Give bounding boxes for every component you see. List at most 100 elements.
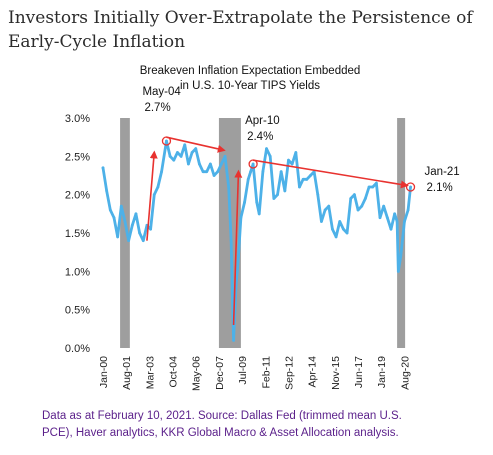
trend-arrow-4	[252, 159, 409, 189]
data-point	[279, 170, 283, 174]
x-tick-label: Mar-03	[144, 356, 156, 389]
data-point	[342, 227, 345, 231]
data-point	[327, 204, 331, 208]
y-tick-label: 3.0%	[65, 113, 90, 125]
data-point	[194, 147, 198, 151]
data-point	[243, 200, 246, 204]
trend-arrow-2	[166, 136, 226, 153]
data-point	[156, 185, 160, 189]
data-point	[356, 208, 360, 212]
x-tick-label: Sep-12	[283, 356, 295, 390]
data-point	[409, 185, 412, 189]
data-point	[152, 193, 156, 197]
data-point	[239, 216, 243, 220]
data-point	[123, 220, 127, 223]
annotation-marker	[405, 182, 416, 192]
annotation-date-label: May-04	[142, 86, 181, 98]
data-point	[403, 220, 406, 223]
data-point	[272, 197, 276, 200]
data-point	[232, 338, 235, 342]
data-point	[237, 254, 240, 258]
data-point	[320, 220, 323, 223]
x-tick-label: Oct-04	[168, 356, 180, 388]
y-tick-label: 2.0%	[65, 190, 90, 202]
data-point	[249, 170, 253, 174]
recession-band-1	[120, 118, 130, 348]
data-point	[395, 220, 399, 223]
data-point	[108, 208, 112, 212]
data-point	[183, 143, 187, 147]
data-point	[371, 185, 375, 189]
data-point	[165, 139, 168, 143]
data-point	[345, 231, 349, 235]
data-point	[261, 170, 265, 174]
annotation-marker	[161, 136, 172, 146]
data-point	[230, 292, 234, 296]
trend-arrow-3	[232, 169, 243, 326]
data-point	[112, 216, 116, 220]
data-point	[119, 204, 123, 208]
data-point	[385, 216, 389, 220]
chart-title-line-2: in U.S. 10-Year TIPS Yields	[180, 80, 320, 92]
data-point	[406, 208, 410, 212]
data-point	[219, 162, 223, 166]
data-point	[268, 154, 272, 158]
data-point	[205, 170, 209, 174]
data-point	[305, 177, 309, 181]
y-tick-label: 0.5%	[65, 305, 90, 317]
chart-title-line-1: Breakeven Inflation Expectation Embedded	[139, 65, 361, 77]
data-point	[212, 174, 216, 177]
annotation-marker	[248, 159, 258, 169]
data-point	[251, 162, 255, 166]
data-point	[246, 177, 250, 181]
data-point	[257, 212, 261, 216]
data-point	[382, 204, 386, 208]
data-point	[134, 212, 138, 216]
x-tick-label: Jan-00	[98, 356, 110, 388]
annotation-value-label: 2.7%	[144, 102, 170, 114]
annotation-date-label: Apr-10	[245, 115, 280, 127]
data-point	[301, 177, 305, 181]
x-tick-label: Nov-15	[330, 356, 342, 390]
data-point	[227, 185, 231, 189]
source-note-line-1: Data as at February 10, 2021. Source: Da…	[42, 410, 402, 422]
data-point	[105, 189, 109, 193]
data-point	[367, 185, 371, 189]
data-point	[290, 162, 294, 166]
data-point	[198, 162, 201, 166]
data-point	[168, 154, 172, 158]
y-tick-label: 0.0%	[65, 343, 90, 355]
y-tick-label: 1.5%	[65, 228, 90, 240]
data-point	[352, 193, 356, 197]
recession-band-3	[397, 118, 406, 348]
data-point	[378, 216, 382, 220]
x-tick-label: Dec-07	[214, 356, 226, 390]
data-point	[116, 235, 120, 239]
data-point	[138, 231, 142, 235]
data-point	[276, 193, 279, 197]
data-point	[331, 227, 334, 231]
data-point	[265, 147, 268, 151]
data-point	[334, 235, 338, 239]
data-point	[298, 185, 301, 189]
data-point	[399, 254, 403, 258]
data-point	[255, 200, 259, 204]
data-point	[160, 170, 163, 174]
data-point	[316, 193, 320, 197]
data-point	[363, 197, 367, 200]
data-point	[208, 162, 212, 166]
x-tick-label: Feb-11	[260, 356, 272, 389]
headline-line-2: Early-Cycle Inflation	[8, 32, 186, 52]
headline-line-1: Investors Initially Over-Extrapolate the…	[8, 8, 473, 28]
data-point	[141, 239, 145, 243]
data-point	[216, 170, 220, 174]
chart-title: Breakeven Inflation Expectation Embedded…	[60, 64, 440, 94]
source-note: Data as at February 10, 2021. Source: Da…	[42, 408, 482, 442]
y-tick-label: 1.0%	[65, 266, 90, 278]
x-tick-label: May-06	[191, 356, 203, 391]
data-point	[283, 189, 287, 193]
annotation-value-label: 2.4%	[247, 131, 273, 143]
data-point	[393, 212, 397, 216]
annotation-value-label: 2.1%	[427, 182, 453, 194]
